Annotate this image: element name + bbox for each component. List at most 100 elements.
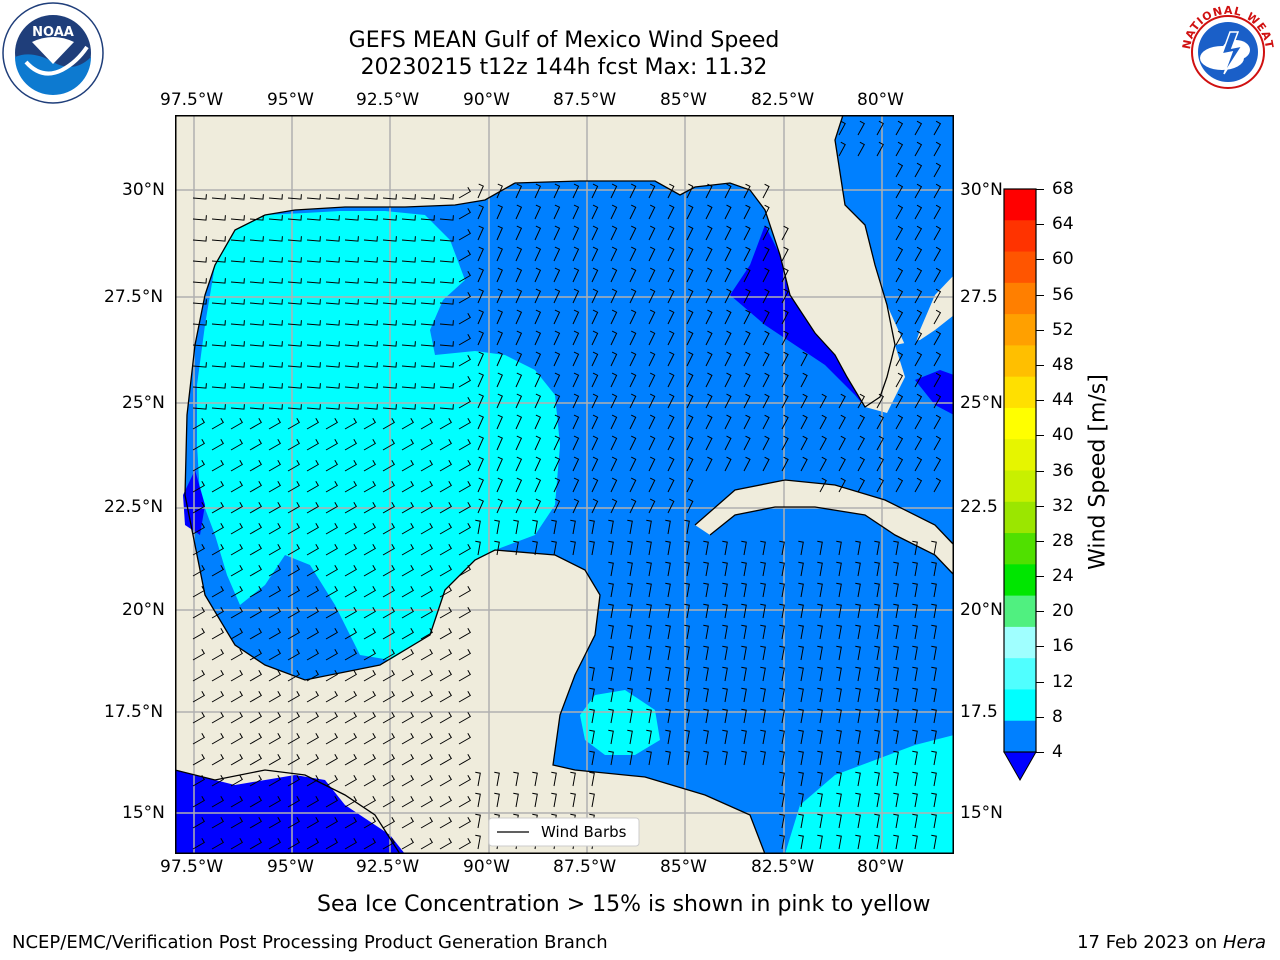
wind-barb xyxy=(819,456,827,472)
wind-barb xyxy=(933,435,942,451)
wind-barb xyxy=(874,729,880,745)
wind-barb xyxy=(817,645,823,661)
wind-barb xyxy=(363,438,376,451)
wind-barb xyxy=(779,708,785,724)
wind-barb xyxy=(420,606,433,619)
wind-barb xyxy=(325,795,338,808)
wind-barb xyxy=(800,456,808,472)
wind-barb xyxy=(705,183,713,199)
wind-barb xyxy=(893,813,899,829)
wind-barb xyxy=(762,456,770,472)
wind-barb xyxy=(401,438,414,451)
wind-barb xyxy=(855,792,861,808)
wind-barb xyxy=(686,288,694,304)
wind-barb xyxy=(722,645,728,661)
wind-barb xyxy=(268,837,281,850)
wind-barb xyxy=(933,351,942,367)
wind-barb xyxy=(629,372,637,388)
wind-barb xyxy=(798,624,804,640)
wind-barb xyxy=(382,564,395,577)
wind-barb xyxy=(306,501,319,514)
wind-barb xyxy=(667,393,675,409)
wind-barb xyxy=(760,540,766,556)
wind-barb xyxy=(743,372,751,388)
wind-barb xyxy=(705,330,713,346)
wind-barb xyxy=(762,183,770,199)
wind-barb xyxy=(912,834,918,850)
wind-barb xyxy=(800,351,808,367)
wind-barb xyxy=(646,687,652,703)
wind-barb xyxy=(477,477,484,493)
wind-barb xyxy=(914,477,923,493)
wind-barb xyxy=(192,585,205,598)
wind-barb xyxy=(515,477,523,493)
wind-barb xyxy=(477,414,484,430)
wind-barb xyxy=(420,501,433,514)
wind-barb xyxy=(477,330,484,346)
wind-barb xyxy=(363,837,376,850)
wind-barb xyxy=(912,603,918,619)
wind-barb xyxy=(914,330,923,346)
wind-barb xyxy=(874,603,880,619)
wind-barb xyxy=(931,729,937,745)
wind-barb xyxy=(325,522,338,535)
wind-barb xyxy=(230,320,245,326)
wind-barb xyxy=(684,519,690,535)
wind-barb xyxy=(401,320,416,326)
wind-barb xyxy=(646,666,652,682)
wind-barb xyxy=(268,711,281,724)
caribbean-cyan-patch xyxy=(580,690,660,755)
wind-barb xyxy=(553,351,561,367)
wind-barb xyxy=(515,393,523,409)
wind-barb xyxy=(722,750,728,766)
wind-barb xyxy=(249,438,262,451)
wind-barb xyxy=(646,519,652,535)
wind-barb xyxy=(268,753,281,766)
colorbar-segment xyxy=(1004,189,1036,221)
wind-barb xyxy=(627,540,633,556)
wind-barb xyxy=(838,435,846,451)
wind-barb xyxy=(494,540,500,556)
wind-barb xyxy=(798,771,804,787)
wind-barb xyxy=(895,435,904,451)
wind-barb xyxy=(420,320,435,326)
wind-barb xyxy=(798,792,804,808)
wind-barb xyxy=(648,372,656,388)
wind-barb xyxy=(931,834,937,850)
lat-label-left: 30°N xyxy=(122,180,165,200)
wind-barb xyxy=(798,729,804,745)
wind-barb xyxy=(420,417,433,430)
colorbar-segment xyxy=(1004,251,1036,284)
wind-barb xyxy=(857,141,865,157)
wind-barb xyxy=(439,417,452,430)
wind-barb xyxy=(192,501,205,514)
wind-barb xyxy=(325,417,338,430)
wind-barb xyxy=(287,648,300,661)
wind-barb xyxy=(306,320,321,326)
wind-barb xyxy=(268,438,281,451)
wind-barb xyxy=(760,666,766,682)
wind-barb xyxy=(743,204,751,220)
wind-barb xyxy=(306,404,321,410)
wind-barb xyxy=(610,330,618,346)
wind-barb xyxy=(515,309,523,325)
wind-barb xyxy=(629,204,637,220)
wind-barb xyxy=(192,341,207,347)
wind-barb xyxy=(192,711,205,724)
wind-barb xyxy=(363,753,376,766)
wind-barb xyxy=(192,299,207,305)
wind-barb xyxy=(192,753,205,766)
wind-barb xyxy=(933,309,942,325)
wind-barb xyxy=(534,393,542,409)
wind-barb xyxy=(306,732,319,745)
nws-logo: NATIONAL WEATHER SERVICE xyxy=(1173,0,1278,102)
wind-barb xyxy=(572,330,580,346)
wind-barb xyxy=(458,333,471,346)
wind-barb xyxy=(648,204,656,220)
colorbar-tick-mark xyxy=(1036,189,1044,190)
wind-barb xyxy=(874,540,880,556)
wind-barb xyxy=(230,438,243,451)
wind-barb xyxy=(646,603,652,619)
wind-barb xyxy=(798,708,804,724)
wind-barb xyxy=(629,267,637,283)
